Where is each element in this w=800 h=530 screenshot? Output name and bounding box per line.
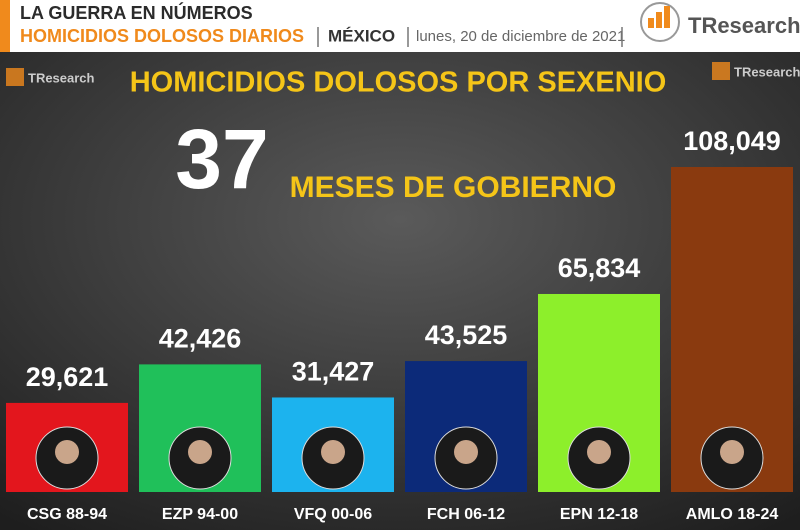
- x-tick-label: AMLO 18-24: [686, 506, 779, 523]
- portrait-face: [321, 440, 345, 464]
- portrait-face: [720, 440, 744, 464]
- logo-text: TResearch: [688, 13, 800, 38]
- logo-text: TResearch: [734, 64, 800, 79]
- value-label: 29,621: [26, 362, 109, 392]
- header-country: MÉXICO: [328, 26, 395, 45]
- value-label: 42,426: [159, 324, 242, 354]
- x-tick-label: EPN 12-18: [560, 506, 638, 523]
- value-label: 43,525: [425, 320, 508, 350]
- logo-small: TResearch TResearch: [6, 62, 800, 86]
- value-label: 65,834: [558, 253, 641, 283]
- header-subject: HOMICIDIOS DOLOSOS DIARIOS: [20, 26, 304, 46]
- portrait-face: [587, 440, 611, 464]
- chart-title: HOMICIDIOS DOLOSOS POR SEXENIO: [130, 67, 667, 99]
- header-date: lunes, 20 de diciembre de 2021: [416, 28, 625, 45]
- x-tick-label: EZP 94-00: [162, 506, 238, 523]
- header-kicker: LA GUERRA EN NÚMEROS: [20, 2, 253, 23]
- chart-background: [0, 52, 800, 530]
- annotation-text: MESES DE GOBIERNO: [290, 171, 617, 204]
- x-tick-label: CSG 88-94: [27, 506, 107, 523]
- portrait-face: [55, 440, 79, 464]
- header-accent: [0, 0, 10, 52]
- value-label: 31,427: [292, 357, 375, 387]
- annotation-number: 37: [175, 112, 268, 206]
- portrait-face: [188, 440, 212, 464]
- value-label: 108,049: [683, 126, 781, 156]
- logo: TResearch: [640, 2, 800, 42]
- x-tick-label: FCH 06-12: [427, 506, 505, 523]
- logo-text: TResearch: [28, 70, 95, 85]
- portrait-face: [454, 440, 478, 464]
- x-tick-label: VFQ 00-06: [294, 506, 372, 523]
